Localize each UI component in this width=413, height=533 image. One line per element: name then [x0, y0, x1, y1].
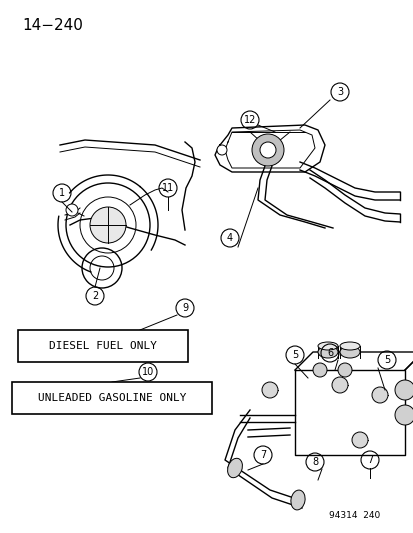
Text: 1: 1: [59, 188, 65, 198]
Circle shape: [261, 382, 277, 398]
Text: 5: 5: [383, 355, 389, 365]
Circle shape: [66, 204, 78, 216]
Text: 9: 9: [181, 303, 188, 313]
Text: 10: 10: [142, 367, 154, 377]
Text: 8: 8: [311, 457, 317, 467]
Text: 4: 4: [226, 233, 233, 243]
Circle shape: [252, 134, 283, 166]
Text: 5: 5: [291, 350, 297, 360]
Text: 7: 7: [366, 455, 372, 465]
Text: 94314  240: 94314 240: [328, 511, 379, 520]
Circle shape: [351, 432, 367, 448]
Ellipse shape: [339, 342, 359, 350]
Circle shape: [259, 142, 275, 158]
FancyBboxPatch shape: [12, 382, 211, 414]
Circle shape: [371, 387, 387, 403]
Text: 2: 2: [92, 291, 98, 301]
Text: 7: 7: [259, 450, 266, 460]
FancyBboxPatch shape: [18, 330, 188, 362]
Circle shape: [90, 207, 126, 243]
Ellipse shape: [227, 458, 242, 478]
Ellipse shape: [317, 342, 337, 350]
Circle shape: [312, 363, 326, 377]
Text: 3: 3: [336, 87, 342, 97]
Circle shape: [394, 380, 413, 400]
Ellipse shape: [290, 490, 304, 510]
Circle shape: [337, 363, 351, 377]
Ellipse shape: [339, 346, 359, 358]
Circle shape: [331, 377, 347, 393]
Text: 14−240: 14−240: [22, 18, 83, 33]
Text: DIESEL FUEL ONLY: DIESEL FUEL ONLY: [49, 341, 157, 351]
Circle shape: [394, 405, 413, 425]
Text: 12: 12: [243, 115, 256, 125]
Text: 6: 6: [326, 348, 332, 358]
Text: 11: 11: [161, 183, 174, 193]
Text: UNLEADED GASOLINE ONLY: UNLEADED GASOLINE ONLY: [38, 393, 186, 403]
Circle shape: [216, 145, 226, 155]
Ellipse shape: [317, 346, 337, 358]
